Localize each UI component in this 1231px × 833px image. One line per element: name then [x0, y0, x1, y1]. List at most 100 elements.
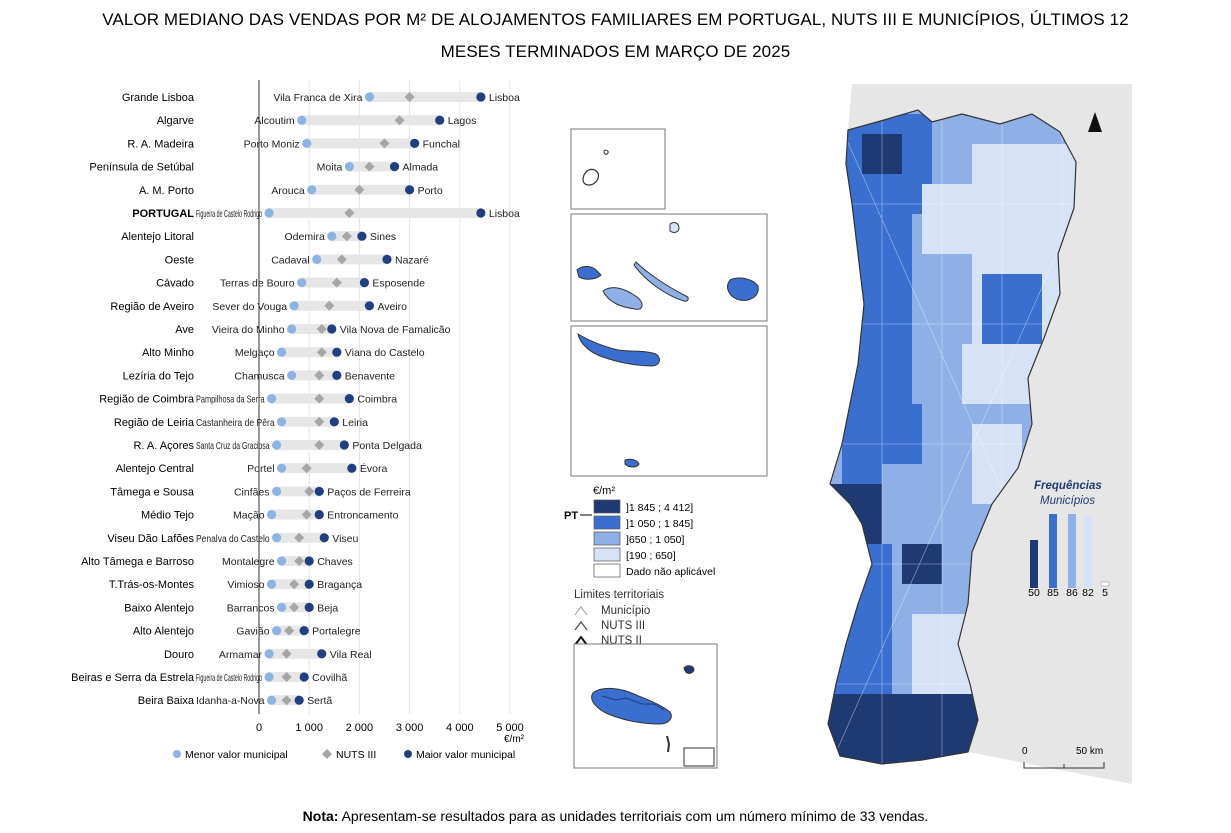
max-marker — [329, 417, 339, 427]
nuts-marker — [316, 324, 327, 334]
max-marker — [389, 162, 400, 172]
region-label: Beira Baixa — [138, 695, 195, 707]
title-line-1: VALOR MEDIANO DAS VENDAS POR M² DE ALOJA… — [102, 10, 1129, 29]
region-label: Cávado — [156, 278, 194, 290]
min-municipality-label: Pampilhosa da Serra — [196, 394, 265, 406]
min-municipality-label: Vila Franca de Xira — [273, 92, 362, 104]
min-municipality-label: Vieira do Minho — [212, 324, 285, 336]
min-municipality-label: Terras de Bouro — [220, 278, 295, 290]
max-municipality-label: Aveiro — [377, 301, 407, 313]
legend-swatch-3 — [593, 547, 621, 562]
min-marker — [276, 556, 287, 566]
min-municipality-label: Santa Cruz da Graciosa — [196, 440, 270, 452]
region-label: Médio Tejo — [141, 510, 194, 522]
min-marker — [287, 324, 297, 334]
freq-bar-85 — [1049, 514, 1057, 588]
legend-nuts-label: NUTS III — [336, 749, 376, 761]
region-label: Oeste — [165, 254, 194, 266]
freq-bar-82 — [1084, 517, 1092, 588]
scale-bar — [1023, 762, 1105, 769]
nuts-marker — [404, 92, 415, 102]
region-label: A. M. Porto — [139, 185, 194, 197]
range-bar — [269, 648, 322, 659]
min-marker — [266, 509, 277, 520]
region-label: Alto Tâmega e Barroso — [81, 556, 194, 568]
range-bar — [369, 92, 481, 102]
region-label: Viseu Dão Lafões — [107, 533, 194, 545]
nuts-marker — [316, 347, 327, 358]
nuts-marker — [301, 463, 312, 474]
nuts-marker — [336, 254, 347, 265]
min-marker — [271, 486, 282, 496]
freq-label-50: 50 — [1028, 587, 1040, 599]
min-marker — [344, 162, 354, 172]
region-label: Região de Coimbra — [99, 394, 195, 406]
note-text: Apresentam-se resultados para as unidade… — [338, 808, 929, 824]
region-label: Tâmega e Sousa — [110, 486, 195, 498]
range-bar — [281, 416, 335, 427]
min-municipality-label: Idanha-a-Nova — [196, 695, 265, 707]
legend-class-label-0: ]1 845 ; 4 412] — [626, 502, 693, 514]
min-municipality-label: Moita — [317, 162, 343, 174]
map-legend: €/m² ]1 845 ; 4 412]]1 050 ; 1 845]]650 … — [564, 485, 715, 647]
nuts-marker — [324, 300, 335, 311]
max-marker — [304, 579, 314, 589]
range-bar — [291, 370, 337, 381]
min-municipality-label: Montalegre — [222, 556, 275, 568]
inset-island-graciosa — [669, 222, 680, 233]
nuts-marker — [331, 277, 342, 288]
min-municipality-label: Sever do Vouga — [212, 301, 287, 313]
inset-island-terceira — [727, 277, 759, 301]
max-municipality-label: Viana do Castelo — [345, 347, 425, 359]
scale-label-0: 0 — [1022, 746, 1028, 757]
max-marker — [357, 231, 367, 241]
max-municipality-label: Vila Nova de Famalicão — [340, 324, 451, 336]
chart-legend: Menor valor municipal NUTS III Maior valor… — [173, 749, 515, 761]
nuts-marker — [394, 115, 405, 126]
max-municipality-label: Leiria — [342, 417, 368, 429]
max-marker — [327, 324, 337, 334]
max-marker — [410, 138, 420, 148]
max-municipality-label: Viseu — [332, 533, 358, 545]
limit-nuts3-icon — [574, 620, 588, 631]
inset-island-pico — [602, 287, 643, 310]
freq-bar-5 — [1100, 581, 1110, 587]
min-marker — [287, 370, 297, 380]
legend-min-label: Menor valor municipal — [185, 749, 288, 761]
min-marker — [264, 649, 274, 659]
max-marker — [319, 533, 329, 543]
max-municipality-label: Paços de Ferreira — [327, 486, 411, 498]
min-municipality-label: Figueira de Castelo Rodrigo — [196, 208, 262, 220]
x-tick-label-0: 0 — [256, 722, 262, 734]
nuts-marker — [341, 231, 352, 242]
region-label: Lezíria do Tejo — [123, 370, 194, 382]
x-tick-label-2000: 2 000 — [346, 722, 374, 734]
min-marker — [297, 115, 307, 125]
max-municipality-label: Lisboa — [489, 208, 520, 220]
max-marker — [332, 347, 342, 357]
legend-classes: ]1 845 ; 4 412]]1 050 ; 1 845]]650 ; 1 0… — [593, 499, 715, 578]
region-label: Grande Lisboa — [122, 92, 195, 104]
max-municipality-label: Sertã — [307, 695, 332, 707]
min-municipality-label: Portel — [247, 463, 274, 475]
max-municipality-label: Vila Real — [330, 649, 372, 661]
max-marker — [359, 278, 370, 288]
region-label: Alto Alentejo — [133, 626, 194, 638]
range-bar — [276, 440, 345, 450]
x-axis-unit: €/m² — [504, 734, 525, 745]
nuts-marker — [344, 208, 355, 218]
portugal-map: Frequências Municípios 50 85 86 82 5 0 5… — [822, 84, 1132, 784]
max-marker — [476, 208, 486, 218]
min-marker — [266, 579, 277, 589]
inset-island-sao-miguel — [577, 332, 660, 367]
freq-label-5: 5 — [1102, 587, 1108, 599]
max-municipality-label: Ponta Delgada — [352, 440, 422, 452]
min-municipality-label: Cadaval — [271, 254, 310, 266]
north-arrow-icon — [1088, 112, 1102, 132]
region-label: R. A. Madeira — [127, 138, 195, 150]
max-marker — [314, 486, 324, 496]
freq-title: Frequências — [1034, 480, 1102, 492]
region-label: Alto Minho — [142, 347, 194, 359]
limit-municipio: Município — [601, 605, 650, 617]
max-municipality-label: Entroncamento — [327, 510, 398, 522]
